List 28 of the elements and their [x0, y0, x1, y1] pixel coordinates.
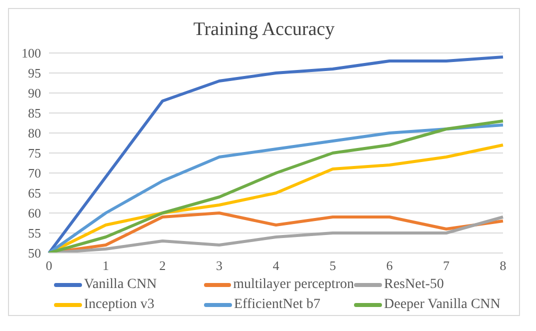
x-tick-label: 0: [46, 258, 52, 274]
y-tick-label: 100: [22, 46, 41, 61]
y-tick-label: 70: [28, 166, 41, 181]
legend-label: Deeper Vanilla CNN: [384, 297, 500, 313]
y-tick-label: 65: [28, 186, 41, 201]
x-tick-label: 2: [159, 258, 166, 274]
x-tick-label: 3: [216, 258, 222, 274]
y-tick-label: 85: [28, 106, 41, 121]
legend-label: ResNet-50: [384, 277, 444, 293]
y-tick-label: 50: [28, 246, 41, 261]
y-tick-label: 80: [28, 126, 41, 141]
x-tick-label: 8: [500, 258, 506, 274]
x-tick-label: 5: [330, 258, 336, 274]
chart-title: Training Accuracy: [192, 18, 336, 42]
x-tick-label: 7: [443, 258, 450, 274]
y-tick-label: 55: [28, 226, 41, 241]
x-tick-label: 4: [272, 258, 280, 274]
legend-label: Inception v3: [84, 297, 154, 313]
line-series: [48, 56, 504, 253]
y-tick-label: 95: [28, 66, 41, 81]
legend-label: Vanilla CNN: [84, 277, 157, 293]
legend-label: multilayer perceptron: [233, 277, 354, 293]
x-tick-label: 1: [102, 258, 109, 274]
x-tick-label: 6: [386, 258, 394, 274]
y-tick-label: 75: [28, 146, 41, 161]
y-tick-label: 90: [28, 86, 41, 101]
legend-label: EfficientNet b7: [234, 297, 320, 313]
y-tick-label: 60: [28, 206, 41, 221]
